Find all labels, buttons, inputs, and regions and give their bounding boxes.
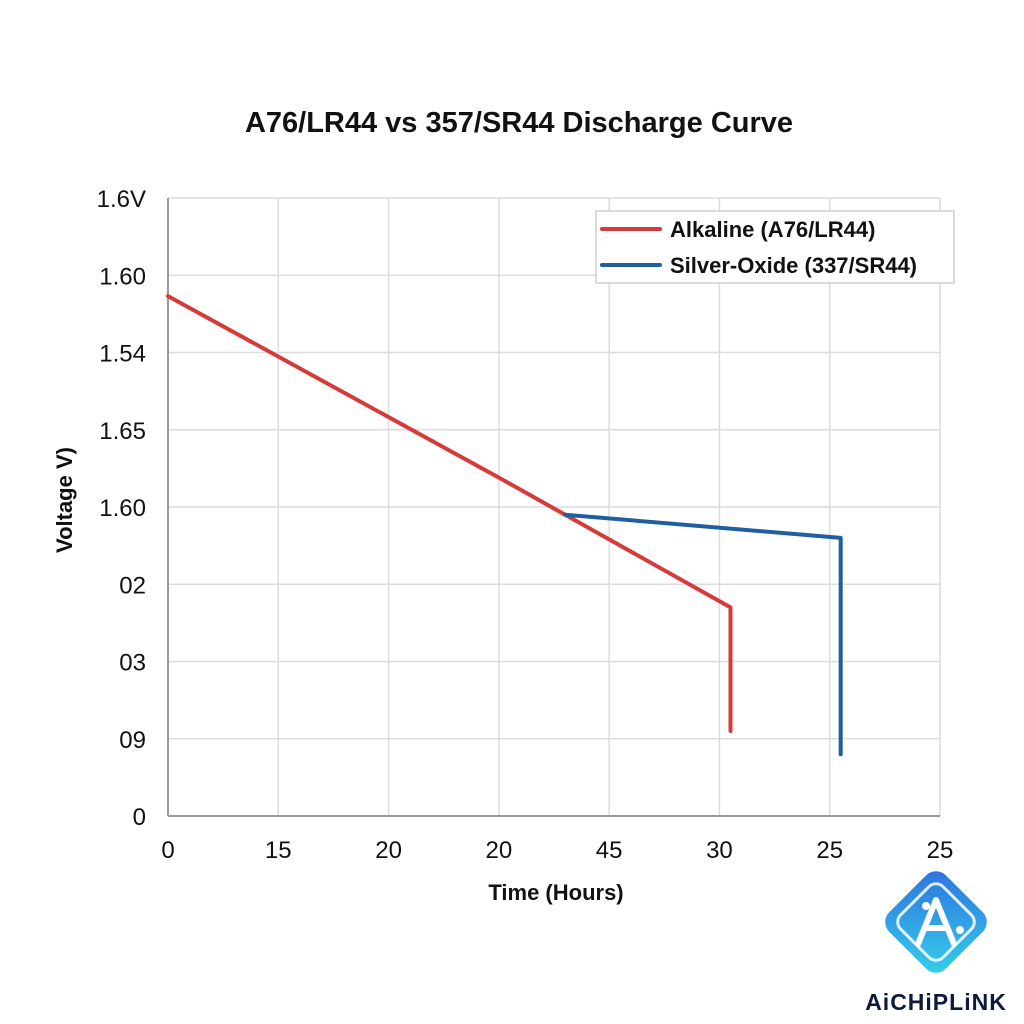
logo-node-icon (956, 926, 964, 934)
series-line-alkaline (166, 294, 733, 733)
x-tick-label: 25 (927, 837, 954, 864)
x-tick-label: 25 (816, 837, 843, 864)
legend-box (595, 210, 955, 284)
chart-title: A76/LR44 vs 357/SR44 Discharge Curve (245, 107, 793, 139)
y-tick-labels: 0 09 03 02 1.60 1.65 1.54 1.60 1.6V (97, 186, 146, 831)
grid (168, 197, 941, 816)
x-tick-label: 20 (486, 837, 513, 864)
legend-label: Alkaline (A76/LR44) (670, 217, 875, 242)
y-tick-label: 09 (119, 727, 146, 754)
x-axis-label: Time (Hours) (488, 880, 623, 905)
y-tick-label: 1.65 (99, 418, 146, 445)
series-line-silver-oxide (563, 512, 843, 757)
brand-logo: AiCHiPLiNK (865, 871, 1007, 1015)
y-tick-label: 0 (133, 804, 146, 831)
x-tick-label: 45 (596, 837, 623, 864)
y-tick-label: 02 (119, 572, 146, 599)
logo-diamond-inner (896, 882, 976, 962)
legend: Alkaline (A76/LR44) Silver-Oxide (337/SR4… (595, 210, 955, 284)
x-tick-label: 20 (375, 837, 402, 864)
y-axis-label: Voltage V) (52, 447, 77, 553)
y-tick-label: 1.60 (99, 495, 146, 522)
legend-label: Silver-Oxide (337/SR44) (670, 253, 917, 278)
axes (167, 198, 940, 817)
x-tick-label: 30 (706, 837, 733, 864)
x-tick-labels: 0 15 20 20 45 30 25 25 (161, 837, 953, 864)
y-tick-label: 1.6V (97, 186, 146, 213)
logo-diamond (885, 871, 987, 973)
x-tick-label: 0 (161, 837, 174, 864)
logo-letter-a-icon (915, 897, 957, 947)
y-tick-label: 03 (119, 650, 146, 677)
logo-node-icon (922, 902, 930, 910)
brand-name: AiCHiPLiNK (865, 989, 1007, 1015)
y-tick-label: 1.54 (99, 341, 146, 368)
x-tick-label: 15 (265, 837, 292, 864)
series (166, 294, 843, 757)
y-tick-label: 1.60 (99, 263, 146, 290)
